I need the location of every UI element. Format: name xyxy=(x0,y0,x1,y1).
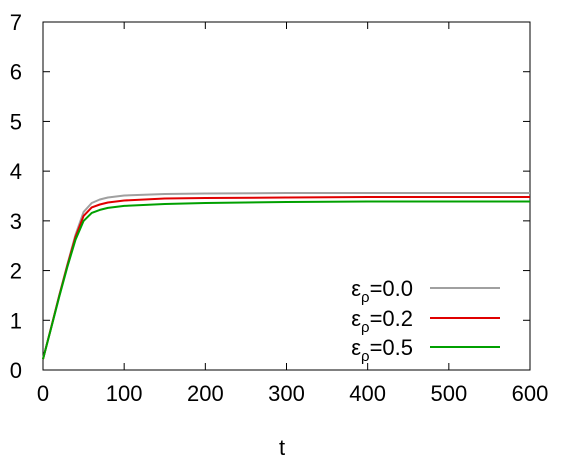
y-tick-label: 7 xyxy=(10,10,22,35)
series-line xyxy=(42,192,530,360)
y-tick-label: 2 xyxy=(10,259,22,284)
legend-label: ερ=0.2 xyxy=(351,306,413,336)
y-tick-label: 5 xyxy=(10,109,22,134)
x-tick-label: 400 xyxy=(349,381,386,406)
y-tick-label: 1 xyxy=(10,308,22,333)
legend-label: ερ=0.0 xyxy=(351,276,413,306)
series-line xyxy=(42,196,530,360)
y-tick-label: 0 xyxy=(10,358,22,383)
y-tick-label: 6 xyxy=(10,60,22,85)
series-lines xyxy=(42,192,530,360)
y-tick-label: 4 xyxy=(10,159,22,184)
tick-labels: 0 100 200 300 400 500 600 0 1 2 3 4 5 6 7 xyxy=(10,10,549,406)
axis-ticks xyxy=(42,21,531,371)
legend: ερ=0.0ερ=0.2ερ=0.5 xyxy=(351,276,500,365)
x-axis-label: t xyxy=(279,435,285,460)
series-line xyxy=(42,200,530,360)
x-tick-label: 500 xyxy=(430,381,467,406)
legend-label: ερ=0.5 xyxy=(351,335,413,365)
x-tick-label: 200 xyxy=(187,381,224,406)
x-tick-label: 600 xyxy=(512,381,549,406)
y-tick-label: 3 xyxy=(10,209,22,234)
x-tick-label: 0 xyxy=(37,381,49,406)
x-tick-label: 300 xyxy=(268,381,305,406)
x-tick-label: 100 xyxy=(106,381,143,406)
